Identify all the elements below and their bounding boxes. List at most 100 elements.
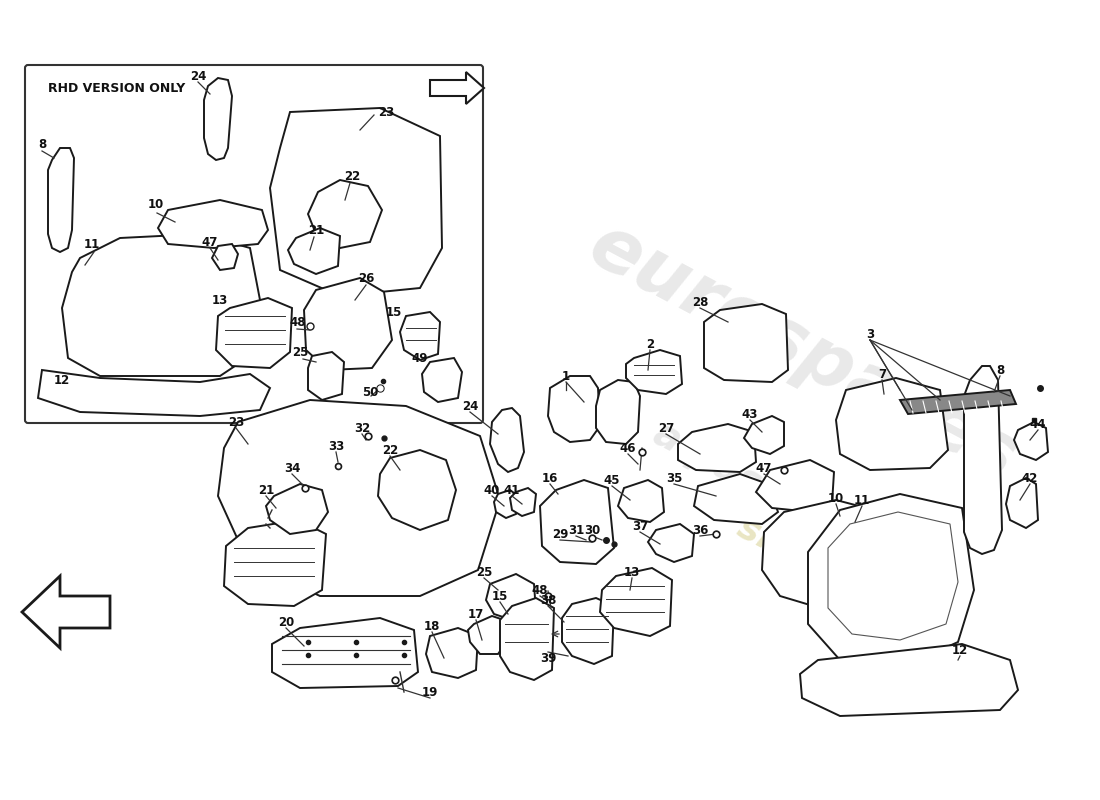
- Polygon shape: [39, 370, 270, 416]
- Text: 12: 12: [54, 374, 70, 386]
- Polygon shape: [400, 312, 440, 360]
- Text: 1: 1: [562, 370, 570, 382]
- Polygon shape: [600, 568, 672, 636]
- Text: 32: 32: [354, 422, 370, 434]
- Text: 23: 23: [228, 415, 244, 429]
- Polygon shape: [308, 180, 382, 248]
- Polygon shape: [308, 352, 344, 400]
- Text: 47: 47: [201, 235, 218, 249]
- Text: 25: 25: [292, 346, 308, 358]
- Text: 8: 8: [996, 363, 1004, 377]
- Text: 17: 17: [468, 607, 484, 621]
- Text: 26: 26: [358, 271, 374, 285]
- Text: 11: 11: [854, 494, 870, 506]
- Polygon shape: [270, 108, 442, 296]
- Polygon shape: [756, 460, 834, 512]
- Text: 8: 8: [37, 138, 46, 151]
- Polygon shape: [694, 474, 778, 524]
- Text: 43: 43: [741, 407, 758, 421]
- Text: 21: 21: [308, 223, 324, 237]
- Text: 41: 41: [504, 483, 520, 497]
- Text: 15: 15: [386, 306, 403, 318]
- Polygon shape: [216, 298, 292, 368]
- Polygon shape: [744, 416, 784, 454]
- Text: 15: 15: [492, 590, 508, 602]
- Polygon shape: [490, 408, 524, 472]
- Text: 24: 24: [190, 70, 206, 82]
- Text: 42: 42: [1022, 471, 1038, 485]
- Polygon shape: [548, 376, 600, 442]
- Text: 21: 21: [257, 483, 274, 497]
- Polygon shape: [704, 304, 788, 382]
- Text: 13: 13: [624, 566, 640, 578]
- Text: 44: 44: [1030, 418, 1046, 430]
- Polygon shape: [304, 278, 392, 370]
- Polygon shape: [648, 524, 694, 562]
- Polygon shape: [422, 358, 462, 402]
- Text: 10: 10: [828, 491, 844, 505]
- Text: since 1985: since 1985: [732, 510, 940, 642]
- Text: 34: 34: [284, 462, 300, 474]
- Polygon shape: [204, 78, 232, 160]
- Text: 24: 24: [462, 399, 478, 413]
- Polygon shape: [272, 618, 418, 688]
- Polygon shape: [266, 484, 328, 534]
- Text: 27: 27: [658, 422, 674, 434]
- Text: 38: 38: [540, 594, 557, 606]
- Text: 40: 40: [484, 483, 500, 497]
- Text: 13: 13: [212, 294, 228, 306]
- Polygon shape: [562, 598, 614, 664]
- Polygon shape: [800, 644, 1018, 716]
- Polygon shape: [494, 490, 518, 518]
- Text: 36: 36: [692, 523, 708, 537]
- Polygon shape: [430, 72, 484, 104]
- Text: 18: 18: [424, 619, 440, 633]
- Polygon shape: [212, 244, 238, 270]
- Polygon shape: [1006, 478, 1038, 528]
- Polygon shape: [900, 390, 1016, 414]
- Text: 7: 7: [878, 367, 887, 381]
- Text: 19: 19: [421, 686, 438, 698]
- Text: 33: 33: [328, 439, 344, 453]
- Text: 16: 16: [542, 471, 558, 485]
- Polygon shape: [678, 424, 756, 472]
- Text: 49: 49: [411, 351, 428, 365]
- Text: 29: 29: [552, 527, 569, 541]
- Text: RHD VERSION ONLY: RHD VERSION ONLY: [48, 82, 185, 95]
- Polygon shape: [48, 148, 74, 252]
- Text: 22: 22: [382, 443, 398, 457]
- Polygon shape: [22, 576, 110, 648]
- Polygon shape: [486, 574, 536, 622]
- Polygon shape: [218, 400, 500, 596]
- Text: 12: 12: [952, 643, 968, 657]
- Text: 37: 37: [631, 519, 648, 533]
- FancyBboxPatch shape: [25, 65, 483, 423]
- Text: 11: 11: [84, 238, 100, 250]
- Text: 3: 3: [866, 327, 874, 341]
- Text: 23: 23: [378, 106, 394, 118]
- Text: 31: 31: [568, 523, 584, 537]
- Text: 48: 48: [289, 315, 306, 329]
- Text: 35: 35: [666, 471, 682, 485]
- Polygon shape: [626, 350, 682, 394]
- Polygon shape: [288, 228, 340, 274]
- Polygon shape: [808, 494, 974, 668]
- Polygon shape: [426, 628, 478, 678]
- Text: eurospares: eurospares: [576, 209, 1030, 495]
- Text: 20: 20: [278, 615, 294, 629]
- Polygon shape: [510, 488, 536, 516]
- Polygon shape: [540, 480, 614, 564]
- Text: 48: 48: [531, 583, 548, 597]
- Text: 30: 30: [584, 523, 601, 537]
- Text: 25: 25: [476, 566, 492, 578]
- Text: 39: 39: [540, 651, 557, 665]
- Text: a passion: a passion: [647, 414, 849, 546]
- Polygon shape: [836, 378, 948, 470]
- Text: 10: 10: [147, 198, 164, 211]
- Polygon shape: [500, 598, 554, 680]
- Polygon shape: [468, 616, 508, 654]
- Polygon shape: [618, 480, 664, 522]
- Polygon shape: [762, 500, 890, 608]
- Polygon shape: [62, 234, 260, 376]
- Text: 47: 47: [756, 462, 772, 474]
